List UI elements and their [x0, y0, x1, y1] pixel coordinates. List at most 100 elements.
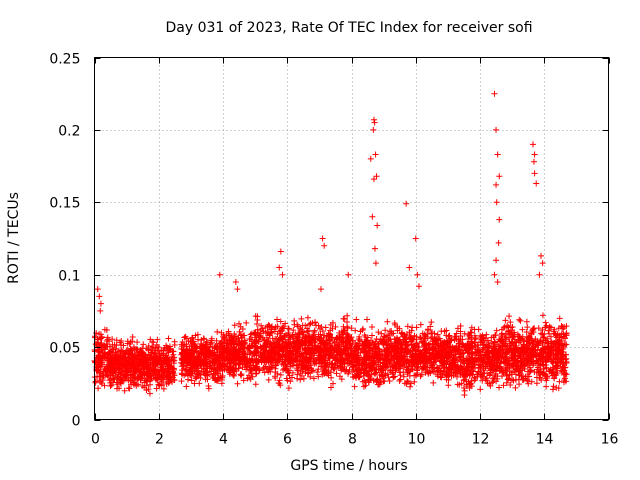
- data-point: [516, 316, 523, 323]
- data-point-outlier: [415, 283, 422, 290]
- data-point: [409, 336, 416, 343]
- data-point: [246, 342, 253, 349]
- data-point: [260, 364, 267, 371]
- data-point: [426, 345, 433, 352]
- data-point: [221, 344, 228, 351]
- data-point: [272, 324, 279, 331]
- data-point-outlier: [96, 293, 103, 300]
- data-point: [407, 332, 414, 339]
- data-point: [312, 319, 319, 326]
- data-point: [203, 363, 210, 370]
- data-point-outlier: [234, 286, 241, 293]
- data-point: [153, 385, 160, 392]
- data-point: [395, 349, 402, 356]
- data-point: [315, 366, 322, 373]
- data-point: [158, 358, 165, 365]
- data-point: [298, 315, 305, 322]
- data-point-outlier: [97, 300, 104, 307]
- data-point: [393, 354, 400, 361]
- data-point: [197, 374, 204, 381]
- data-point: [302, 339, 309, 346]
- data-point: [355, 340, 362, 347]
- data-point: [382, 370, 389, 377]
- data-point: [214, 364, 221, 371]
- chart-title: Day 031 of 2023, Rate Of TEC Index for r…: [165, 20, 532, 36]
- data-point: [113, 356, 120, 363]
- data-point: [134, 339, 141, 346]
- data-point: [382, 339, 389, 346]
- data-point: [356, 373, 363, 380]
- data-point-outlier: [494, 151, 501, 158]
- data-point: [345, 357, 352, 364]
- data-point: [439, 371, 446, 378]
- data-point: [243, 363, 250, 370]
- data-point: [311, 350, 318, 357]
- data-point: [265, 376, 272, 383]
- data-point: [386, 377, 393, 384]
- data-point: [298, 326, 305, 333]
- data-point: [197, 340, 204, 347]
- data-point: [331, 365, 338, 372]
- data-point: [149, 349, 156, 356]
- data-point: [404, 369, 411, 376]
- data-point: [261, 356, 268, 363]
- data-point: [351, 348, 358, 355]
- data-point: [392, 341, 399, 348]
- data-point: [344, 331, 351, 338]
- data-point: [104, 336, 111, 343]
- data-point: [327, 327, 334, 334]
- data-point: [319, 368, 326, 375]
- data-point: [373, 349, 380, 356]
- data-point: [236, 320, 243, 327]
- data-point: [292, 340, 299, 347]
- data-point: [171, 377, 178, 384]
- data-point: [255, 359, 262, 366]
- data-point: [252, 329, 259, 336]
- data-point: [143, 356, 150, 363]
- data-point: [237, 341, 244, 348]
- data-point: [304, 314, 311, 321]
- data-point: [261, 337, 268, 344]
- data-point: [262, 349, 269, 356]
- data-point: [277, 371, 284, 378]
- data-point-outlier: [319, 235, 326, 242]
- data-point: [137, 368, 144, 375]
- data-point: [92, 379, 99, 386]
- data-point: [376, 350, 383, 357]
- data-point-outlier: [370, 116, 377, 123]
- data-point: [233, 355, 240, 362]
- data-point: [246, 350, 253, 357]
- data-point: [223, 354, 230, 361]
- y-tick-label: 0.2: [58, 124, 80, 140]
- data-point: [235, 347, 242, 354]
- data-point: [539, 312, 546, 319]
- data-point: [549, 386, 556, 393]
- data-point: [418, 358, 425, 365]
- data-point: [178, 378, 185, 385]
- data-point: [349, 361, 356, 368]
- data-point: [171, 341, 178, 348]
- data-point: [384, 318, 391, 325]
- data-point: [396, 377, 403, 384]
- data-point: [226, 350, 233, 357]
- data-point: [252, 339, 259, 346]
- data-point: [404, 378, 411, 385]
- data-point: [377, 363, 384, 370]
- data-point: [272, 358, 279, 365]
- data-point: [282, 352, 289, 359]
- data-point: [378, 355, 385, 362]
- data-point: [263, 344, 270, 351]
- data-point: [242, 354, 249, 361]
- data-point: [315, 331, 322, 338]
- data-point: [387, 344, 394, 351]
- data-point: [150, 355, 157, 362]
- data-point: [461, 392, 468, 399]
- data-point: [271, 343, 278, 350]
- data-point: [289, 369, 296, 376]
- data-point-outlier: [414, 271, 421, 278]
- data-point: [107, 368, 114, 375]
- x-tick-label: 2: [155, 432, 164, 448]
- data-point: [326, 342, 333, 349]
- data-point: [313, 322, 320, 329]
- data-point: [143, 387, 150, 394]
